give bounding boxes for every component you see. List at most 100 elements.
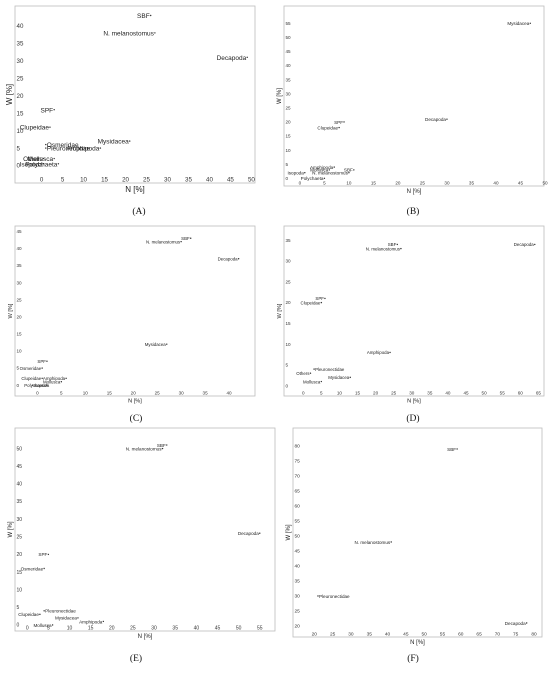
data-point <box>396 243 398 246</box>
y-tick-label: 40 <box>17 23 24 30</box>
x-tick-label: 60 <box>458 632 464 638</box>
data-point <box>313 368 315 370</box>
data-point <box>99 147 102 149</box>
x-tick-label: 10 <box>337 391 343 396</box>
x-tick-label: 0 <box>36 391 39 396</box>
point-label: Isopoda <box>34 383 50 388</box>
point-label: N. melanostomus <box>103 31 154 38</box>
panel-caption: (A) <box>132 206 145 217</box>
panel-caption: (C) <box>130 413 143 424</box>
y-axis-label: W [%] <box>277 303 283 318</box>
x-tick-label: 50 <box>421 632 427 638</box>
y-tick-label: 75 <box>295 459 301 465</box>
y-tick-label: 45 <box>286 49 292 54</box>
data-point <box>323 177 326 180</box>
x-tick-label: 5 <box>47 626 50 632</box>
data-point <box>51 624 54 626</box>
point-label: Pleuronectidae <box>47 146 91 153</box>
x-tick-label: 10 <box>83 391 89 396</box>
x-axis-label: N [%] <box>407 189 422 195</box>
x-axis-label: N [%] <box>138 634 153 640</box>
data-point <box>529 22 531 24</box>
point-label: Mollusca <box>310 168 329 173</box>
x-axis-label: N [%] <box>410 640 425 646</box>
plot-frame <box>283 5 545 187</box>
data-point <box>53 109 55 111</box>
data-point <box>525 622 528 624</box>
x-tick-label: 15 <box>107 391 113 396</box>
data-point <box>333 166 335 168</box>
x-axis-label: N [%] <box>125 185 145 194</box>
point-label: SBF <box>388 242 397 247</box>
data-point <box>309 372 312 374</box>
data-point <box>41 367 43 369</box>
data-point <box>161 447 164 450</box>
point-label: Pleuronectidae <box>315 367 345 372</box>
point-label: SPF <box>38 552 47 557</box>
x-tick-label: 50 <box>482 391 488 396</box>
x-tick-label: 50 <box>236 626 242 632</box>
y-tick-label: 50 <box>17 446 23 452</box>
y-tick-label: 25 <box>17 535 23 541</box>
data-point <box>49 126 51 128</box>
point-label: Decapoda <box>514 242 535 247</box>
data-point <box>338 126 340 129</box>
data-point <box>65 377 67 380</box>
x-tick-label: 80 <box>531 632 537 638</box>
point-label: Decapoda <box>505 621 526 626</box>
x-tick-label: 15 <box>371 181 377 186</box>
point-label: SPF <box>41 107 54 114</box>
y-tick-label: 80 <box>295 444 301 450</box>
x-tick-label: 40 <box>206 177 213 184</box>
panel-1: 0 5 10 15 20 25 30 35 40 45 50 0 5 10 15 20 25 30 35 40 N [%… <box>5 5 255 217</box>
x-tick-label: 45 <box>463 391 469 396</box>
point-label: Pleuronectidae <box>319 594 350 599</box>
y-tick-label: 40 <box>17 482 23 488</box>
x-tick-label: 40 <box>445 391 451 396</box>
y-tick-label: 10 <box>286 342 292 347</box>
y-tick-label: 30 <box>17 280 23 285</box>
point-label: SBF <box>344 168 353 173</box>
x-tick-label: 0 <box>299 181 302 186</box>
y-tick-label: 60 <box>295 504 301 510</box>
data-point <box>349 376 351 379</box>
data-point <box>534 243 536 246</box>
y-tick-label: 10 <box>17 349 23 354</box>
x-tick-label: 20 <box>109 626 115 632</box>
x-tick-label: 15 <box>88 626 94 632</box>
data-point <box>45 147 47 149</box>
y-axis-label: W [%] <box>286 524 292 540</box>
point-label: Pleuronectidae <box>45 609 76 614</box>
x-tick-label: 20 <box>373 391 379 396</box>
x-tick-label: 30 <box>179 391 185 396</box>
data-point <box>45 143 47 146</box>
x-tick-label: 20 <box>312 632 318 638</box>
panel-caption: (F) <box>407 653 419 664</box>
y-tick-label: 70 <box>295 474 301 480</box>
point-label: Decapoda <box>425 117 446 122</box>
x-tick-label: 20 <box>131 391 137 396</box>
data-point <box>320 380 323 383</box>
x-tick-label: 15 <box>355 391 361 396</box>
data-point <box>324 297 326 300</box>
x-axis-label: N [%] <box>407 399 421 405</box>
point-label: Decapoda <box>218 257 239 262</box>
point-label: Decapoda <box>238 531 259 536</box>
y-tick-label: 35 <box>17 41 24 48</box>
x-tick-label: 30 <box>164 177 171 184</box>
y-tick-label: 15 <box>17 570 23 576</box>
point-label: SBF <box>157 443 166 448</box>
data-point <box>129 140 131 142</box>
panel-6: 20 25 30 35 40 45 50 55 60 65 70 75 80 20 25 30 35 40 45 50… <box>286 427 543 664</box>
point-label: Others <box>296 371 310 376</box>
y-tick-label: 15 <box>286 321 292 326</box>
y-tick-label: 30 <box>286 259 292 264</box>
point-label: Clupeidae <box>21 376 41 381</box>
data-point <box>77 617 79 619</box>
y-axis-label: W [%] <box>277 88 283 104</box>
y-tick-label: 0 <box>17 383 20 388</box>
point-label: Clupeidae <box>18 612 39 617</box>
panel-caption: (B) <box>407 206 420 217</box>
y-tick-label: 15 <box>17 110 24 117</box>
